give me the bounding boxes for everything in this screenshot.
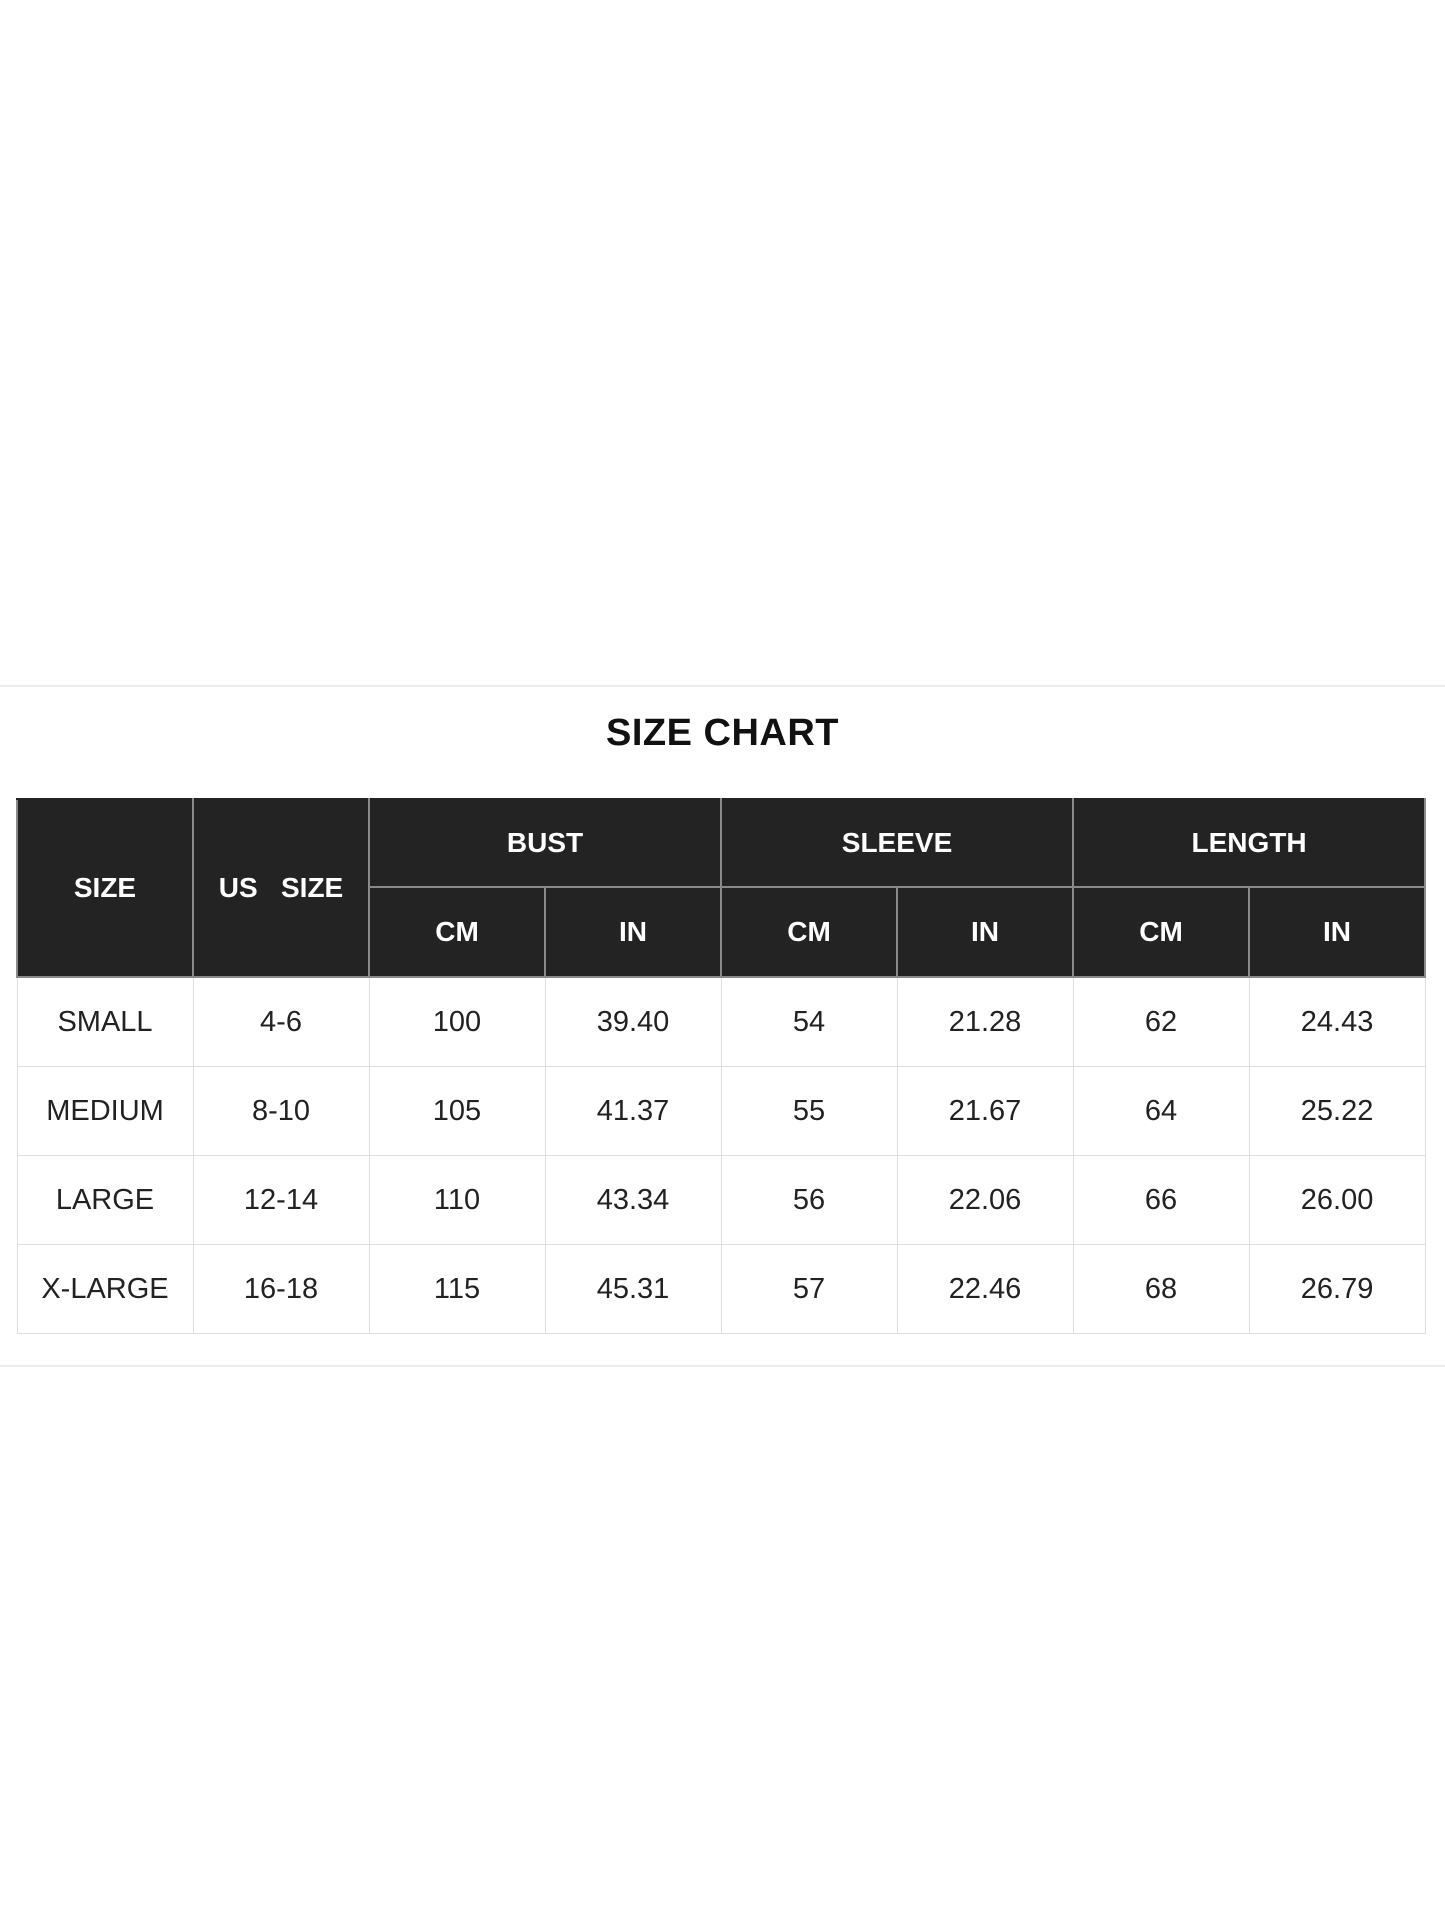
table-cell: 25.22 <box>1248 1066 1426 1156</box>
table-cell: 8-10 <box>192 1066 370 1156</box>
header-bust-in: IN <box>543 886 723 978</box>
header-bust: BUST <box>367 798 723 888</box>
table-cell: X-LARGE <box>16 1244 194 1334</box>
table-cell: 62 <box>1072 976 1250 1067</box>
table-cell: MEDIUM <box>16 1066 194 1156</box>
table-cell: 105 <box>368 1066 546 1156</box>
size-chart-table: SIZE US SIZE BUST SLEEVE LENGTH CM IN CM… <box>16 798 1427 1334</box>
table-cell: 56 <box>720 1155 898 1245</box>
table-row: SMALL 4-6 100 39.40 54 21.28 62 24.43 <box>16 976 1426 1067</box>
header-length-cm: CM <box>1072 886 1251 978</box>
header-sleeve: SLEEVE <box>720 798 1075 888</box>
header-size: SIZE <box>16 798 194 978</box>
table-cell: LARGE <box>16 1155 194 1245</box>
page-title: SIZE CHART <box>606 712 839 754</box>
table-cell: 68 <box>1072 1244 1250 1334</box>
table-cell: 21.28 <box>896 976 1074 1067</box>
header-sleeve-in: IN <box>896 886 1075 978</box>
table-cell: 22.46 <box>896 1244 1074 1334</box>
table-cell: 57 <box>720 1244 898 1334</box>
table-cell: 4-6 <box>192 976 370 1067</box>
table-row: LARGE 12-14 110 43.34 56 22.06 66 26.00 <box>16 1155 1426 1245</box>
table-cell: 16-18 <box>192 1244 370 1334</box>
table-row: X-LARGE 16-18 115 45.31 57 22.46 68 26.79 <box>16 1244 1426 1334</box>
table-cell: 115 <box>368 1244 546 1334</box>
table-cell: 66 <box>1072 1155 1250 1245</box>
header-us-size: US SIZE <box>192 798 370 978</box>
table-cell: 22.06 <box>896 1155 1074 1245</box>
header-length: LENGTH <box>1072 798 1427 888</box>
bottom-divider <box>0 1365 1445 1367</box>
header-length-in: IN <box>1248 886 1427 978</box>
table-cell: 55 <box>720 1066 898 1156</box>
table-cell: 43.34 <box>544 1155 722 1245</box>
table-cell: SMALL <box>16 976 194 1067</box>
table-cell: 39.40 <box>544 976 722 1067</box>
table-cell: 26.00 <box>1248 1155 1426 1245</box>
table-cell: 45.31 <box>544 1244 722 1334</box>
table-cell: 26.79 <box>1248 1244 1426 1334</box>
table-cell: 41.37 <box>544 1066 722 1156</box>
table-cell: 110 <box>368 1155 546 1245</box>
table-cell: 100 <box>368 976 546 1067</box>
table-cell: 12-14 <box>192 1155 370 1245</box>
header-sleeve-cm: CM <box>720 886 899 978</box>
table-row: MEDIUM 8-10 105 41.37 55 21.67 64 25.22 <box>16 1066 1426 1156</box>
table-cell: 21.67 <box>896 1066 1074 1156</box>
table-cell: 54 <box>720 976 898 1067</box>
table-cell: 24.43 <box>1248 976 1426 1067</box>
top-divider <box>0 685 1445 687</box>
header-bust-cm: CM <box>368 886 546 978</box>
table-cell: 64 <box>1072 1066 1250 1156</box>
